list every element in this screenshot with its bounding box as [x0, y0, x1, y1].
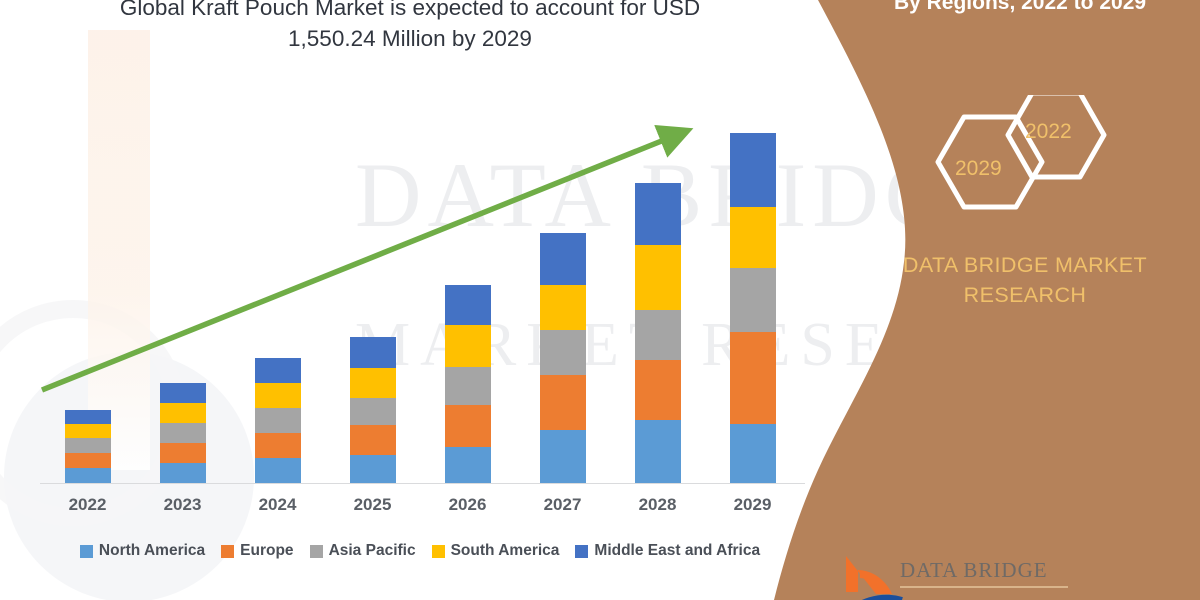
legend-swatch-icon	[79, 544, 93, 558]
stacked-bar-series-container	[40, 110, 800, 483]
bar-segment-middle-east-and-africa	[64, 410, 111, 424]
x-axis-tick-labels: 2022 2023 2024 2025 2026 2027 2028 2029	[40, 495, 800, 523]
legend-item-europe[interactable]: Europe	[221, 542, 294, 560]
x-axis-tick-2024: 2024	[258, 495, 297, 514]
x-axis-tick-2023: 2023	[163, 495, 202, 514]
stacked-bar	[634, 183, 681, 483]
bar-segment-asia-pacific	[444, 367, 491, 405]
legend-item-middle-east-and-africa[interactable]: Middle East and Africa	[575, 542, 760, 560]
bar-segment-north-america	[634, 420, 681, 483]
hexagon-2029-shape	[935, 114, 1045, 210]
bar-segment-north-america	[254, 458, 301, 483]
bar-segment-south-america	[159, 403, 206, 423]
bar-segment-middle-east-and-africa	[444, 285, 491, 325]
bar-segment-south-america	[254, 383, 301, 408]
legend-label: South America	[450, 542, 560, 559]
data-bridge-logo: DATA BRIDGE	[840, 550, 1200, 600]
bar-segment-middle-east-and-africa	[539, 233, 586, 285]
legend-item-north-america[interactable]: North America	[79, 542, 206, 560]
bar-column-2025	[328, 110, 418, 483]
bar-segment-south-america	[729, 207, 776, 268]
bar-segment-middle-east-and-africa	[159, 383, 206, 403]
brand-name-line-2: RESEARCH	[963, 283, 1087, 307]
panel-subtitle: By Regions, 2022 to 2029	[893, 0, 1147, 14]
bar-segment-north-america	[539, 430, 586, 483]
stacked-bar	[64, 410, 111, 483]
x-axis-tick-2025: 2025	[353, 495, 392, 514]
bar-column-2029	[708, 110, 798, 483]
legend-item-asia-pacific[interactable]: Asia Pacific	[309, 542, 416, 560]
legend-label: Asia Pacific	[328, 542, 416, 559]
bar-segment-europe	[64, 453, 111, 468]
stacked-bar	[729, 133, 776, 483]
bar-segment-south-america	[634, 245, 681, 310]
x-axis-tick-2026: 2026	[448, 495, 487, 514]
bar-segment-middle-east-and-africa	[634, 183, 681, 245]
brand-name-line-1: DATA BRIDGE MARKET	[902, 253, 1148, 277]
chart-legend: North America Europe Asia Pacific South Ame…	[40, 538, 800, 564]
legend-label: Middle East and Africa	[594, 542, 761, 559]
legend-label: Europe	[240, 542, 294, 559]
bar-segment-north-america	[729, 424, 776, 483]
stacked-bar	[444, 285, 491, 483]
legend-swatch-icon	[221, 544, 235, 558]
stacked-bar	[159, 383, 206, 483]
stacked-bar	[254, 358, 301, 483]
stacked-bar	[349, 337, 396, 483]
bar-segment-asia-pacific	[729, 268, 776, 332]
legend-item-south-america[interactable]: South America	[431, 542, 560, 560]
bar-segment-europe	[634, 360, 681, 420]
x-axis-tick-2022: 2022	[68, 495, 107, 514]
chart-x-axis-line	[40, 483, 805, 484]
bar-segment-asia-pacific	[349, 398, 396, 425]
hexagon-badges: 2029 2022	[920, 90, 1120, 230]
bar-column-2022	[43, 110, 133, 483]
bar-segment-south-america	[539, 285, 586, 330]
bar-segment-europe	[254, 433, 301, 458]
hexagon-2022-label: 2022	[1025, 120, 1072, 143]
bar-segment-europe	[349, 425, 396, 455]
logo-wordmark: DATA BRIDGE	[900, 558, 1048, 582]
bar-segment-south-america	[64, 424, 111, 438]
stacked-bar	[539, 233, 586, 483]
bar-column-2027	[518, 110, 608, 483]
bar-segment-asia-pacific	[634, 310, 681, 360]
bar-segment-asia-pacific	[64, 438, 111, 453]
bar-segment-middle-east-and-africa	[729, 133, 776, 207]
bar-segment-europe	[539, 375, 586, 430]
logo-underline	[900, 586, 1068, 588]
bar-segment-south-america	[349, 368, 396, 398]
x-axis-tick-2028: 2028	[638, 495, 677, 514]
logo-swoosh-icon	[862, 594, 903, 600]
bar-segment-middle-east-and-africa	[349, 337, 396, 368]
bar-segment-europe	[444, 405, 491, 447]
hexagon-2029-label: 2029	[955, 157, 1002, 180]
legend-swatch-icon	[309, 544, 323, 558]
legend-swatch-icon	[575, 544, 589, 558]
bar-column-2023	[138, 110, 228, 483]
bar-segment-europe	[729, 332, 776, 424]
x-axis-tick-2027: 2027	[543, 495, 582, 514]
page-title: Global Kraft Pouch Market is expected to…	[119, 0, 701, 51]
bar-segment-south-america	[444, 325, 491, 367]
bar-segment-north-america	[64, 468, 111, 483]
legend-swatch-icon	[431, 544, 445, 558]
bar-column-2026	[423, 110, 513, 483]
bar-segment-north-america	[444, 447, 491, 483]
bar-segment-asia-pacific	[254, 408, 301, 433]
bar-segment-north-america	[159, 463, 206, 483]
bar-segment-asia-pacific	[159, 423, 206, 443]
bar-segment-middle-east-and-africa	[254, 358, 301, 383]
bar-segment-asia-pacific	[539, 330, 586, 375]
bar-segment-europe	[159, 443, 206, 463]
brand-name: DATA BRIDGE MARKET RESEARCH	[880, 250, 1170, 310]
x-axis-tick-2029: 2029	[733, 495, 772, 514]
bar-column-2024	[233, 110, 323, 483]
bar-segment-north-america	[349, 455, 396, 483]
bar-column-2028	[613, 110, 703, 483]
legend-label: North America	[98, 542, 206, 559]
